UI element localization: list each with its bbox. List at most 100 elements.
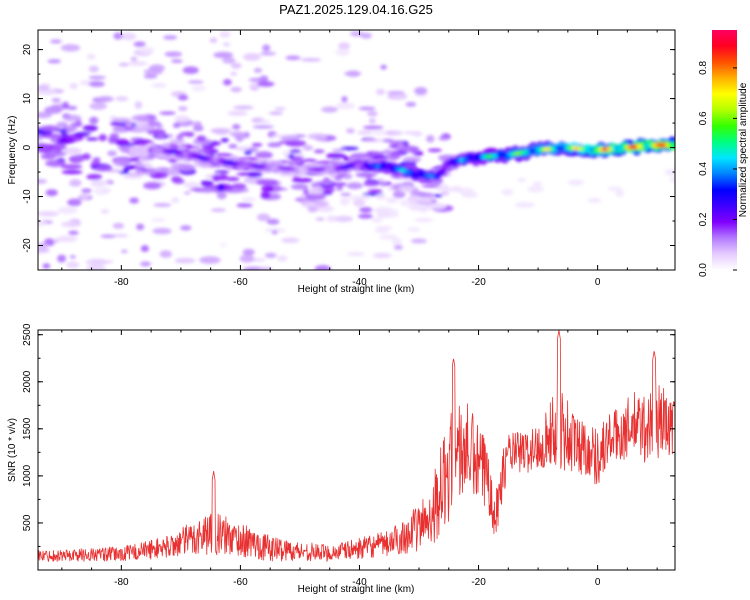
spectrogram-noise-blob	[314, 200, 329, 208]
spectrogram-noise-blob	[112, 233, 129, 238]
spectrogram-noise-blob	[353, 199, 366, 207]
spectrogram-noise-blob	[151, 83, 167, 88]
spectrogram-noise-blob	[227, 110, 248, 116]
spectrogram-noise-blob	[440, 191, 450, 196]
spectrogram-noise-blob	[267, 142, 282, 148]
spectrogram-noise-blob	[143, 74, 158, 79]
spectrogram-noise-blob	[45, 159, 66, 167]
spectrogram-noise-blob	[264, 228, 287, 233]
spectrogram-noise-blob	[140, 245, 149, 252]
spectrogram-noise-blob	[51, 98, 61, 103]
spectrogram-y-axis-label: Frequency (Hz)	[7, 116, 18, 185]
spectrogram-ridge	[128, 136, 675, 186]
colorbar-tick-label: 0.4	[698, 162, 709, 176]
spectrogram-noise-blob	[45, 189, 58, 197]
spectrogram-noise-blob	[60, 44, 81, 52]
spectrogram-noise-blob	[41, 125, 60, 132]
spectrogram-noise-blob	[386, 130, 395, 135]
spectrogram-noise-blob	[147, 120, 161, 127]
spectrogram-noise-blob	[47, 59, 61, 64]
spectrogram-noise-blob	[285, 55, 301, 61]
spectrogram-y-tick-label: -20	[22, 238, 33, 253]
spectrogram-noise-blob	[200, 180, 214, 187]
spectrogram-noise-blob	[42, 263, 51, 269]
spectrogram-noise-blob	[155, 167, 170, 171]
spectrogram-noise-blob	[124, 165, 135, 170]
spectrogram-noise-blob	[357, 130, 373, 135]
spectrogram-noise-blob	[210, 128, 232, 134]
spectrogram-noise-blob	[326, 152, 346, 159]
spectrogram-noise-blob	[290, 183, 309, 190]
spectrogram-noise-blob	[358, 106, 376, 111]
spectrogram-noise-blob	[313, 149, 325, 154]
spectrogram-noise-blob	[276, 255, 288, 262]
spectrogram-noise-blob	[180, 225, 192, 231]
spectrogram-noise-blob	[252, 125, 274, 129]
spectrogram-noise-blob	[159, 111, 176, 115]
spectrogram-noise-blob	[67, 198, 82, 207]
spectrogram-noise-blob	[152, 227, 172, 235]
spectrogram-noise-blob	[231, 183, 247, 190]
spectrogram-noise-blob	[94, 165, 113, 172]
spectrogram-noise-blob	[274, 107, 286, 111]
spectrogram-noise-blob	[219, 30, 231, 39]
spectrogram-noise-blob	[258, 267, 273, 270]
spectrogram-x-ticks: -80 -60 -40 -20 0	[61, 30, 658, 288]
spectrogram-noise-blob	[409, 202, 423, 211]
colorbar-ramp	[712, 30, 737, 270]
snr-panel: -80 -60 -40 -20 0 500 1000 1500 2000 2500 Height…	[7, 323, 676, 595]
spectrogram-noise-blob	[214, 170, 230, 174]
spectrogram-noise-blob	[189, 187, 199, 191]
snr-frame	[37, 329, 676, 571]
spectrogram-noise-blob	[438, 135, 449, 141]
spectrogram-noise-blob	[177, 94, 189, 101]
spectrogram-x-axis-label: Height of straight line (km)	[298, 284, 415, 295]
spectrogram-noise-blob	[177, 163, 196, 172]
spectrogram-noise-blob	[120, 32, 137, 41]
spectrogram-x-tick-label: -80	[114, 277, 129, 288]
spectrogram-noise-blob	[405, 101, 417, 107]
spectrogram-y-tick-label: 20	[22, 44, 33, 56]
spectrogram-noise-blob	[233, 105, 254, 110]
spectrogram-noise-blob	[143, 182, 162, 190]
snr-y-ticks: 500 1000 1500 2000 2500	[22, 323, 675, 571]
spectrogram-noise-blob	[375, 206, 393, 212]
spectrogram-y-tick-label: -10	[22, 189, 33, 204]
spectrogram-noise-blob	[112, 222, 125, 229]
spectrogram-noise-blob	[230, 86, 242, 93]
spectrogram-noise-blob	[183, 191, 191, 195]
spectrogram-noise-blob	[350, 31, 364, 37]
spectrogram-noise-blob	[407, 227, 421, 232]
spectrogram-noise-blob	[209, 37, 218, 43]
spectrogram-noise-blob	[370, 217, 383, 223]
spectrogram-noise-blob	[402, 156, 422, 163]
spectrogram-noise-blob	[90, 160, 101, 166]
spectrogram-noise-blob	[407, 194, 422, 202]
spectrogram-noise-blob	[607, 186, 623, 191]
spectrogram-noise-blob	[89, 116, 99, 125]
spectrogram-noise-blob	[363, 181, 380, 187]
spectrogram-noise-blob	[97, 95, 114, 102]
spectrogram-noise-blob	[57, 206, 78, 215]
spectrogram-noise-blob	[383, 148, 392, 155]
spectrogram-ridge-core	[670, 142, 675, 148]
spectrogram-x-tick-label: 0	[595, 277, 601, 288]
spectrogram-noise-blob	[110, 121, 120, 126]
spectrogram-noise-blob	[135, 163, 153, 168]
spectrogram-noise-blob	[336, 184, 343, 191]
snr-y-tick-label: 2500	[22, 323, 33, 346]
spectrogram-noise-blob	[220, 137, 229, 143]
spectrogram-noise-blob	[232, 124, 241, 130]
spectrogram-noise-blobs	[38, 30, 675, 270]
spectrogram-noise-blob	[355, 171, 377, 178]
spectrogram-noise-blob	[397, 144, 405, 149]
spectrogram-noise-blob	[230, 62, 242, 69]
spectrogram-noise-blob	[414, 87, 428, 95]
spectrogram-noise-blob	[179, 131, 194, 137]
spectrogram-noise-blob	[129, 197, 139, 204]
spectrogram-noise-blob	[385, 197, 399, 204]
spectrogram-noise-blob	[443, 186, 452, 193]
spectrogram-noise-blob	[360, 32, 372, 39]
spectrogram-noise-blob	[253, 67, 263, 73]
